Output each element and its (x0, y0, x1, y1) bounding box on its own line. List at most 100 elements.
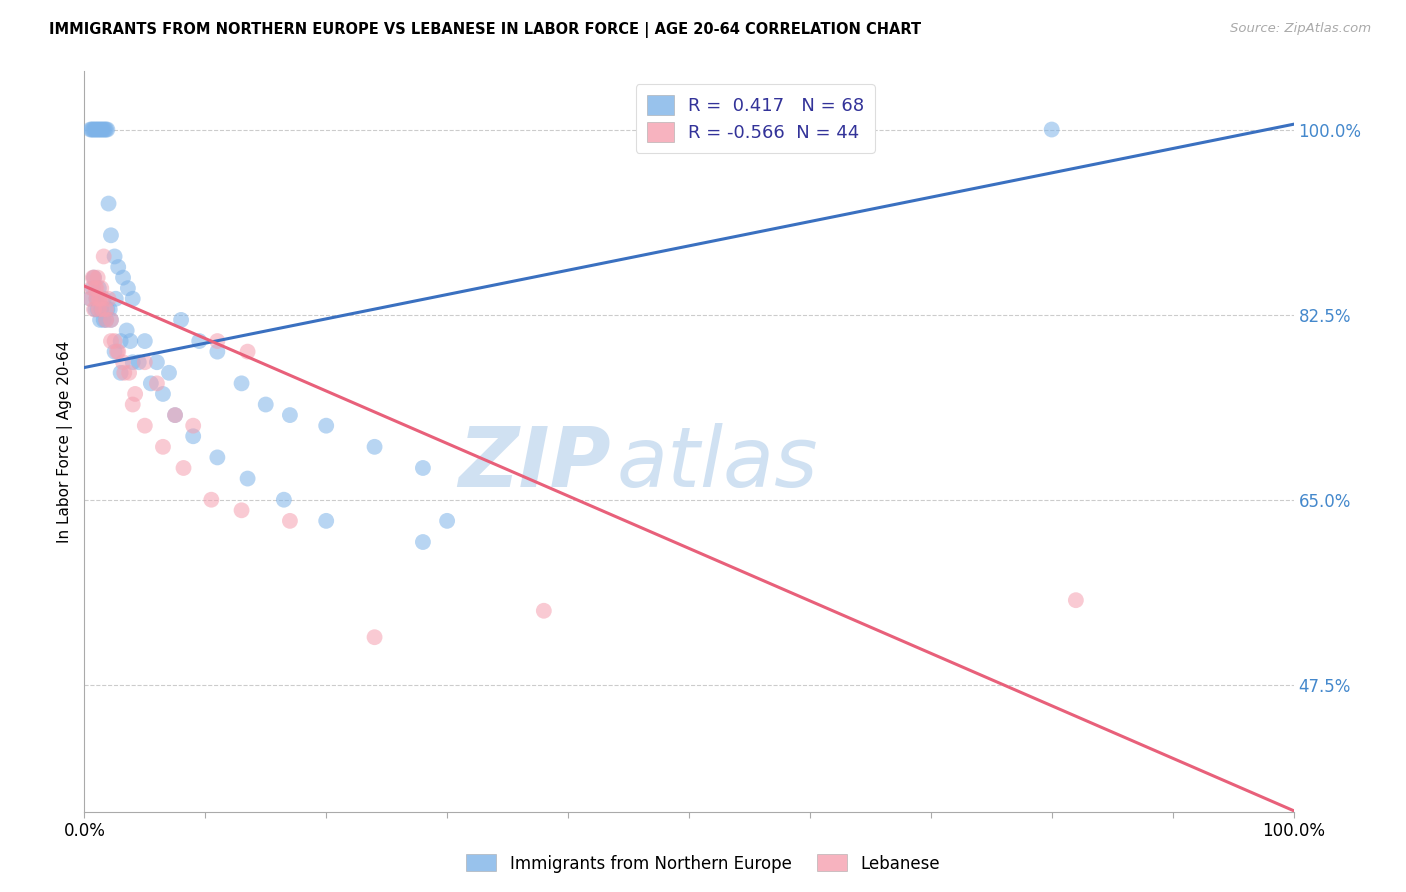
Point (152, 387, 174, 401)
Point (93, 122, 115, 136)
Point (110, 366, 132, 380)
Point (363, 630, 385, 644)
Point (157, 366, 180, 380)
Point (93, 292, 115, 306)
Point (84, 122, 107, 136)
Point (91, 122, 114, 136)
Text: Source: ZipAtlas.com: Source: ZipAtlas.com (1230, 22, 1371, 36)
Point (86, 302, 108, 317)
Point (231, 376, 253, 391)
Point (363, 440, 385, 454)
Point (181, 418, 204, 433)
Point (107, 344, 129, 359)
Point (96, 302, 118, 317)
Point (94, 122, 117, 136)
Point (82, 270, 104, 285)
Point (104, 250, 127, 264)
Point (86, 122, 108, 136)
Point (98, 302, 121, 317)
Point (89, 292, 111, 306)
Point (139, 376, 162, 391)
Point (94, 122, 117, 136)
Text: ZIP: ZIP (458, 423, 610, 504)
Point (82, 281, 104, 295)
Point (117, 281, 139, 295)
Point (188, 334, 211, 348)
Point (97, 292, 120, 306)
Point (315, 418, 337, 433)
Point (80, 281, 103, 295)
Point (90, 281, 112, 295)
Legend: Immigrants from Northern Europe, Lebanese: Immigrants from Northern Europe, Lebanes… (460, 847, 946, 880)
Point (146, 376, 169, 391)
Point (93, 313, 115, 327)
Point (170, 313, 193, 327)
Point (90, 302, 112, 317)
Point (207, 334, 229, 348)
Point (315, 514, 337, 528)
Point (278, 408, 301, 422)
Point (86, 122, 108, 136)
Point (91, 292, 114, 306)
Point (87, 122, 110, 136)
Point (89, 122, 111, 136)
Point (200, 492, 222, 507)
Point (91, 302, 114, 317)
Text: atlas: atlas (616, 423, 818, 504)
Point (87, 281, 110, 295)
Point (112, 270, 135, 285)
Point (207, 450, 229, 465)
Point (436, 514, 458, 528)
Point (93, 250, 115, 264)
Point (89, 313, 111, 327)
Point (231, 503, 253, 517)
Point (100, 334, 122, 348)
Point (90, 122, 112, 136)
Point (115, 324, 138, 338)
Point (83, 122, 105, 136)
Point (236, 471, 259, 485)
Point (86, 270, 108, 285)
Point (134, 418, 156, 433)
Point (173, 461, 195, 475)
Y-axis label: In Labor Force | Age 20-64: In Labor Force | Age 20-64 (58, 341, 73, 542)
Point (112, 355, 135, 369)
Point (120, 334, 142, 348)
Point (110, 334, 132, 348)
Point (80, 122, 103, 136)
Point (104, 292, 127, 306)
Point (134, 355, 156, 369)
Point (87, 292, 110, 306)
Point (94, 302, 117, 317)
Point (118, 366, 141, 380)
Point (100, 313, 122, 327)
Point (278, 514, 301, 528)
Point (97, 196, 120, 211)
Point (1040, 122, 1063, 136)
Point (79, 292, 101, 306)
Point (105, 344, 128, 359)
Point (94, 313, 117, 327)
Point (104, 344, 127, 359)
Point (100, 228, 122, 243)
Point (207, 344, 229, 359)
Point (87, 302, 110, 317)
Point (121, 398, 143, 412)
Point (82, 122, 104, 136)
Point (128, 355, 150, 369)
Point (83, 270, 105, 285)
Point (86, 292, 108, 306)
Point (100, 313, 122, 327)
Point (104, 334, 127, 348)
Point (273, 492, 295, 507)
Point (124, 387, 146, 401)
Point (134, 334, 156, 348)
Point (94, 313, 117, 327)
Point (86, 281, 108, 295)
Point (84, 281, 107, 295)
Point (412, 461, 434, 475)
Point (107, 260, 129, 274)
Point (254, 398, 277, 412)
Point (79, 292, 101, 306)
Point (86, 292, 108, 306)
